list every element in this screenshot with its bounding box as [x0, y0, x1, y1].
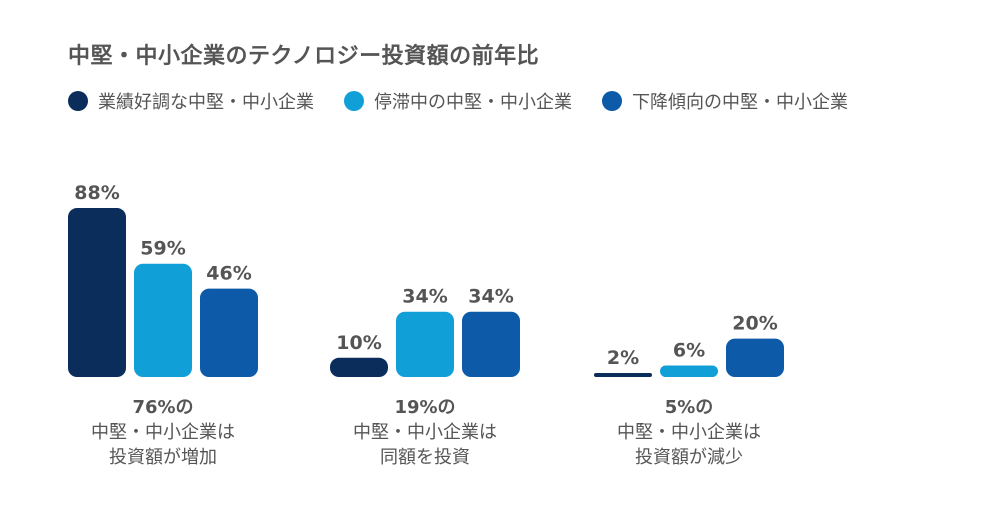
- data-label: 46%: [206, 263, 251, 285]
- bar-増加-series-2: [200, 288, 258, 377]
- group-caption-increase: 76%の 中堅・中小企業は 投資額が増加: [53, 395, 273, 470]
- group-caption-pct: 5%の: [664, 397, 714, 418]
- data-label: 20%: [732, 313, 777, 335]
- group-caption-line: 中堅・中小企業は: [353, 422, 497, 443]
- data-label: 88%: [74, 182, 119, 204]
- group-caption-same: 19%の 中堅・中小企業は 同額を投資: [315, 395, 535, 470]
- bar-同額-series-2: [462, 311, 520, 377]
- group-caption-pct: 76%の: [132, 397, 194, 418]
- legend-item-stagnant: 停滞中の中堅・中小企業: [344, 88, 572, 114]
- data-label: 34%: [468, 286, 513, 308]
- group-caption-line: 投資額が増加: [109, 447, 217, 468]
- legend-label-declining: 下降傾向の中堅・中小企業: [632, 92, 848, 113]
- group-caption-pct: 19%の: [394, 397, 456, 418]
- group-caption-decrease: 5%の 中堅・中小企業は 投資額が減少: [579, 395, 799, 470]
- data-label: 59%: [140, 238, 185, 260]
- data-label: 2%: [607, 347, 639, 369]
- data-label: 10%: [336, 332, 381, 354]
- data-label: 34%: [402, 286, 447, 308]
- group-caption-line: 中堅・中小企業は: [91, 422, 235, 443]
- legend-item-strong: 業績好調な中堅・中小企業: [68, 88, 314, 114]
- bar-増加-series-1: [134, 263, 192, 377]
- chart-title: 中堅・中小企業のテクノロジー投資額の前年比: [68, 44, 540, 69]
- legend-swatch-stagnant: [344, 91, 364, 111]
- bar-増加-series-0: [68, 208, 126, 377]
- legend-label-strong: 業績好調な中堅・中小企業: [98, 92, 314, 113]
- group-caption-line: 同額を投資: [380, 447, 470, 468]
- bar-同額-series-1: [396, 311, 454, 377]
- legend-swatch-declining: [602, 91, 622, 111]
- bar-同額-series-0: [330, 357, 388, 377]
- data-label: 6%: [673, 339, 705, 361]
- legend-item-declining: 下降傾向の中堅・中小企業: [602, 88, 848, 114]
- legend: 業績好調な中堅・中小企業 停滞中の中堅・中小企業 下降傾向の中堅・中小企業: [68, 88, 878, 114]
- legend-label-stagnant: 停滞中の中堅・中小企業: [374, 92, 572, 113]
- bar-減少-series-0: [594, 373, 652, 377]
- legend-swatch-strong: [68, 91, 88, 111]
- bar-減少-series-2: [726, 338, 784, 377]
- group-caption-line: 中堅・中小企業は: [617, 422, 761, 443]
- bar-減少-series-1: [660, 365, 718, 377]
- group-caption-line: 投資額が減少: [635, 447, 743, 468]
